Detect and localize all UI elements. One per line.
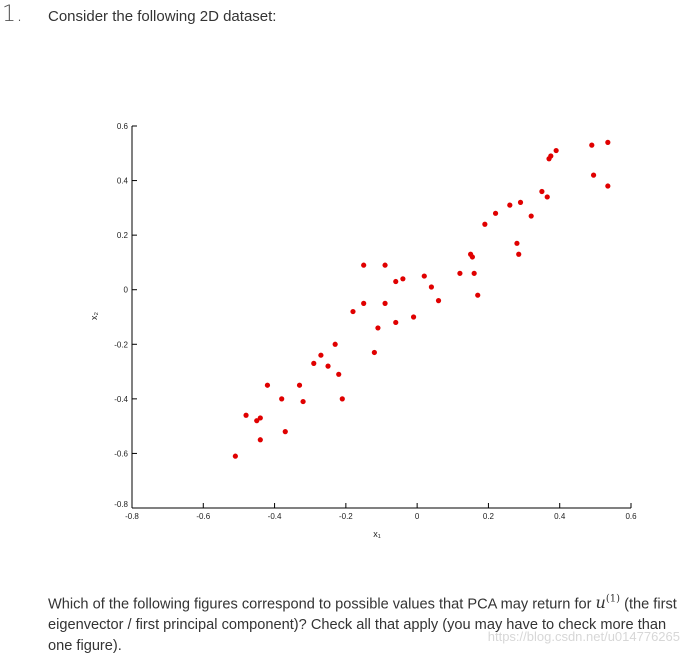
data-point [361,300,367,306]
data-point [375,325,381,331]
data-point [332,341,338,347]
y-tick-label: -0.4 [114,395,128,404]
data-point [350,308,356,315]
eigenvector-superscript: (1) [605,594,621,605]
data-point [282,429,288,435]
watermark: https://blog.csdn.net/u014776265 [487,629,680,644]
data-point [514,240,520,246]
x-axis-label: x₁ [373,529,381,539]
data-point [318,352,324,358]
y-tick-label: 0.2 [117,231,129,240]
data-point [257,415,263,421]
data-point [393,319,399,326]
data-point [507,202,513,208]
data-point [428,284,434,290]
data-point [548,153,554,159]
data-point [589,142,595,148]
data-point [243,412,249,418]
data-point [279,396,285,402]
data-point [605,183,611,189]
y-tick-label: -0.2 [114,340,128,349]
data-point [339,396,345,402]
data-point [382,300,388,306]
data-point [410,314,417,320]
data-point [482,221,488,227]
data-point [325,363,331,369]
data-point [296,382,303,388]
data-point [264,382,271,388]
eigenvector-symbol: u(1) [596,593,620,612]
data-point [257,437,263,443]
data-point [361,262,367,268]
x-tick-label: 0.6 [625,512,637,521]
eigenvector-variable: u [595,593,606,613]
data-point [539,188,545,195]
y-tick-label: 0.6 [117,122,129,131]
data-point [516,251,522,257]
x-tick-label: 0 [415,512,420,521]
x-tick-label: -0.2 [339,512,353,521]
data-point [457,270,463,276]
data-point [475,292,481,298]
question-prompt-start: Which of the following figures correspon… [48,596,592,613]
data-point [311,360,317,366]
data-point [336,371,342,377]
data-point [471,270,477,276]
data-point [421,273,427,279]
x-tick-label: -0.4 [268,512,282,521]
data-point [300,398,306,405]
data-point [393,278,399,285]
y-tick-label: -0.6 [114,449,128,458]
x-tick-label: -0.6 [196,512,210,521]
data-point [544,194,550,200]
x-tick-label: -0.8 [125,512,139,521]
plot-points [232,139,611,459]
y-tick-label: 0.4 [117,177,129,186]
x-tick-label: 0.2 [483,512,495,521]
data-point [371,349,377,356]
question-prompt: Which of the following figures correspon… [48,589,678,657]
x-tick-label: 0.4 [554,512,566,521]
data-point [492,210,499,216]
y-axis-label: x₂ [89,312,99,321]
scatter-plot: -0.8 -0.6 -0.4 -0.2 0 0.2 0.4 0.6 -0.8 -0.6 -0.4 -0… [89,122,637,539]
data-point [382,262,388,268]
question-prompt-end: (the first eigenvector / first principal… [48,596,677,655]
data-point [254,418,260,424]
data-point [232,453,238,459]
data-point [553,147,559,154]
y-tick-label: -0.8 [114,500,128,509]
y-tick-label: 0 [124,286,129,295]
data-point [400,276,406,282]
data-point [590,172,597,178]
question-number: 1. [2,2,23,27]
data-point [435,298,442,304]
data-point [605,139,611,145]
question-title: Consider the following 2D dataset: [48,8,277,25]
plot-ticks: -0.8 -0.6 -0.4 -0.2 0 0.2 0.4 0.6 -0.8 -0.6 -0.4 -0… [114,122,637,521]
data-point [517,199,524,205]
data-point [528,213,534,219]
plot-axes [131,126,631,509]
data-point [469,254,475,260]
